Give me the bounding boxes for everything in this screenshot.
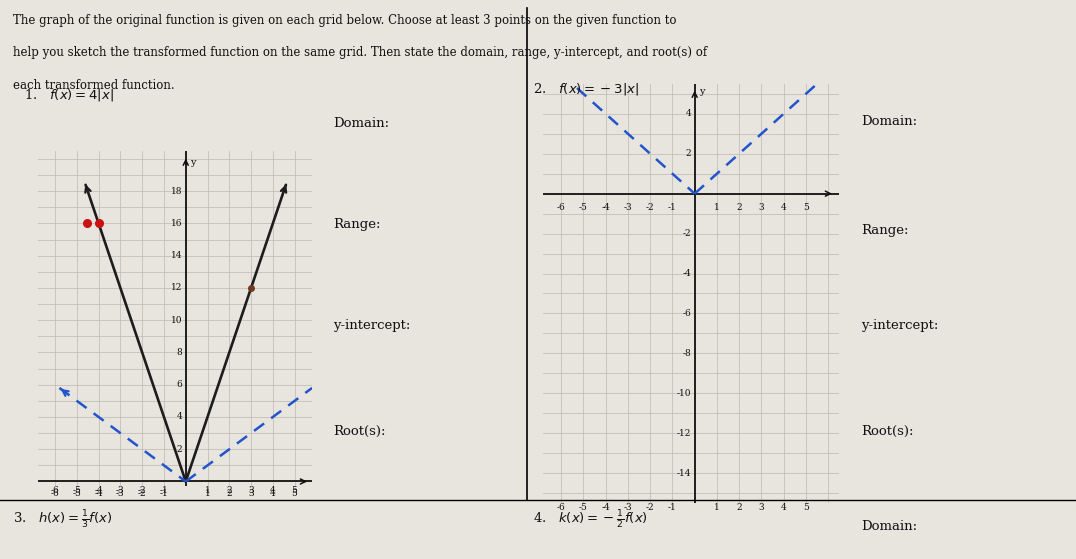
- Text: -3: -3: [624, 203, 633, 212]
- Text: 2: 2: [736, 203, 742, 212]
- Text: 1: 1: [714, 203, 720, 212]
- Text: -6: -6: [682, 309, 691, 318]
- Text: 1: 1: [204, 489, 211, 498]
- Text: The graph of the original function is given on each grid below. Choose at least : The graph of the original function is gi…: [13, 14, 677, 27]
- Text: -2: -2: [138, 489, 146, 498]
- Text: -1: -1: [668, 503, 677, 512]
- Text: -8: -8: [682, 349, 691, 358]
- Text: 3: 3: [759, 203, 764, 212]
- Text: -3: -3: [624, 503, 633, 512]
- Text: -1: -1: [159, 489, 168, 498]
- Text: 1: 1: [714, 503, 720, 512]
- Text: 2: 2: [736, 503, 742, 512]
- Text: -4: -4: [601, 503, 610, 512]
- Text: 5: 5: [292, 486, 298, 495]
- Text: -14: -14: [677, 468, 691, 477]
- Text: 12: 12: [171, 283, 183, 292]
- Text: 4.   $k(x) = -\frac{1}{2}f(x)$: 4. $k(x) = -\frac{1}{2}f(x)$: [533, 509, 648, 531]
- Text: y: y: [189, 158, 195, 167]
- Text: -2: -2: [682, 229, 691, 238]
- Text: 5: 5: [803, 503, 809, 512]
- Text: 4: 4: [176, 413, 183, 421]
- Text: 3: 3: [759, 503, 764, 512]
- Text: y-intercept:: y-intercept:: [334, 319, 411, 331]
- Text: -5: -5: [72, 486, 82, 495]
- Text: 6: 6: [176, 380, 183, 389]
- Text: 2: 2: [226, 489, 232, 498]
- Text: 2: 2: [226, 486, 232, 495]
- Text: y-intercept:: y-intercept:: [861, 319, 938, 331]
- Text: each transformed function.: each transformed function.: [13, 79, 174, 92]
- Text: -10: -10: [677, 389, 691, 398]
- Text: -3: -3: [116, 486, 125, 495]
- Text: 4: 4: [781, 503, 787, 512]
- Text: -1: -1: [668, 203, 677, 212]
- Text: 3.   $h(x) = \frac{1}{3}f(x)$: 3. $h(x) = \frac{1}{3}f(x)$: [13, 509, 112, 531]
- Text: -12: -12: [677, 429, 691, 438]
- Text: 3: 3: [249, 486, 254, 495]
- Text: 4: 4: [270, 486, 275, 495]
- Text: -4: -4: [682, 269, 691, 278]
- Text: 4: 4: [685, 110, 691, 119]
- Text: Root(s):: Root(s):: [334, 425, 386, 438]
- Text: 10: 10: [171, 316, 183, 325]
- Text: Range:: Range:: [334, 218, 381, 231]
- Text: 1: 1: [204, 486, 211, 495]
- Text: y: y: [698, 87, 704, 96]
- Text: 2.   $f(x) = -3|x|$: 2. $f(x) = -3|x|$: [533, 81, 639, 97]
- Text: -4: -4: [601, 203, 610, 212]
- Text: help you sketch the transformed function on the same grid. Then state the domain: help you sketch the transformed function…: [13, 46, 707, 59]
- Text: -5: -5: [579, 203, 587, 212]
- Text: 5: 5: [292, 489, 298, 498]
- Text: 3: 3: [249, 489, 254, 498]
- Text: 14: 14: [171, 251, 183, 260]
- Text: -1: -1: [159, 486, 168, 495]
- Text: -6: -6: [556, 203, 566, 212]
- Text: -5: -5: [579, 503, 587, 512]
- Text: 8: 8: [176, 348, 183, 357]
- Text: -2: -2: [646, 203, 654, 212]
- Text: -6: -6: [51, 486, 59, 495]
- Text: -3: -3: [116, 489, 125, 498]
- Text: 2: 2: [176, 445, 183, 454]
- Text: -4: -4: [95, 486, 103, 495]
- Text: 16: 16: [171, 219, 183, 228]
- Text: 18: 18: [171, 187, 183, 196]
- Text: 5: 5: [803, 203, 809, 212]
- Text: 1.   $f(x) = 4|x|$: 1. $f(x) = 4|x|$: [24, 87, 114, 103]
- Text: 4: 4: [781, 203, 787, 212]
- Text: Domain:: Domain:: [861, 520, 917, 533]
- Text: Domain:: Domain:: [861, 115, 917, 127]
- Text: -2: -2: [646, 503, 654, 512]
- Text: 2: 2: [685, 149, 691, 158]
- Text: Root(s):: Root(s):: [861, 425, 914, 438]
- Text: 4: 4: [270, 489, 275, 498]
- Text: -6: -6: [556, 503, 566, 512]
- Text: Range:: Range:: [861, 224, 908, 236]
- Text: -4: -4: [95, 489, 103, 498]
- Text: -5: -5: [72, 489, 82, 498]
- Text: Domain:: Domain:: [334, 117, 390, 130]
- Text: -2: -2: [138, 486, 146, 495]
- Text: -6: -6: [51, 489, 59, 498]
